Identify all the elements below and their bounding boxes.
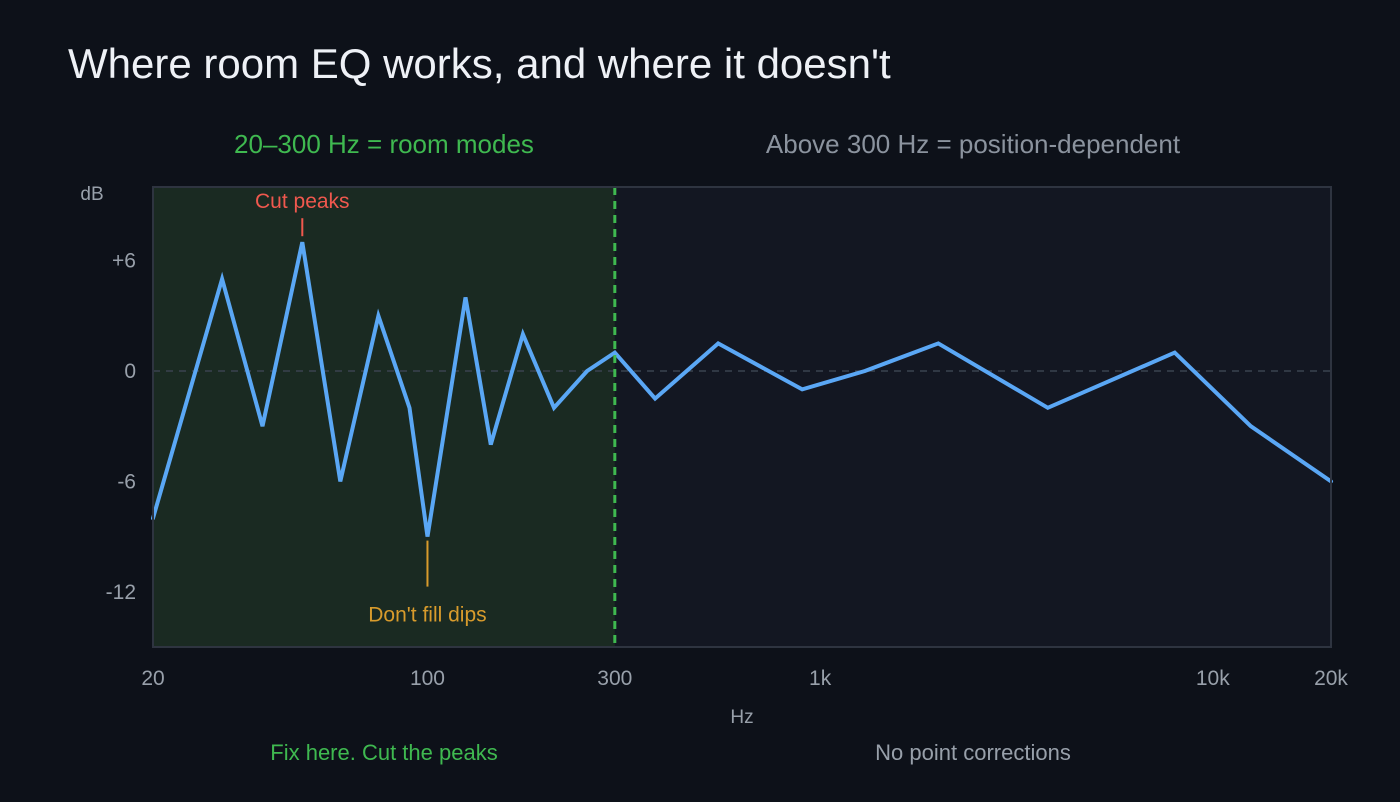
low-region-label: 20–300 Hz = room modes [234,129,534,159]
peak-annotation-label: Cut peaks [255,190,350,213]
y-axis-label: dB [80,184,103,205]
tick-layer: 20 100 300 1k 10k 20k +6 0 -6 -12 [106,250,1349,690]
low-frequency-region [153,187,615,647]
x-tick-label: 100 [410,667,445,690]
y-tick-label: -12 [106,581,136,604]
footer-right-note: No point corrections [875,740,1071,765]
x-tick-label: 20k [1314,667,1348,690]
x-tick-label: 300 [597,667,632,690]
annotation-layer: Cut peaks Don't fill dips [255,190,487,626]
high-region-label: Above 300 Hz = position-dependent [766,129,1181,159]
x-axis-label: Hz [730,707,753,728]
y-tick-label: -6 [117,470,136,493]
chart-title: Where room EQ works, and where it doesn'… [68,40,891,87]
footer-left-note: Fix here. Cut the peaks [270,740,497,765]
dip-annotation-label: Don't fill dips [368,604,486,627]
x-tick-label: 10k [1196,667,1230,690]
x-tick-label: 1k [809,667,832,690]
x-tick-label: 20 [141,667,164,690]
y-tick-label: 0 [124,360,136,383]
y-tick-label: +6 [112,250,136,273]
plot-frame [152,186,1332,648]
